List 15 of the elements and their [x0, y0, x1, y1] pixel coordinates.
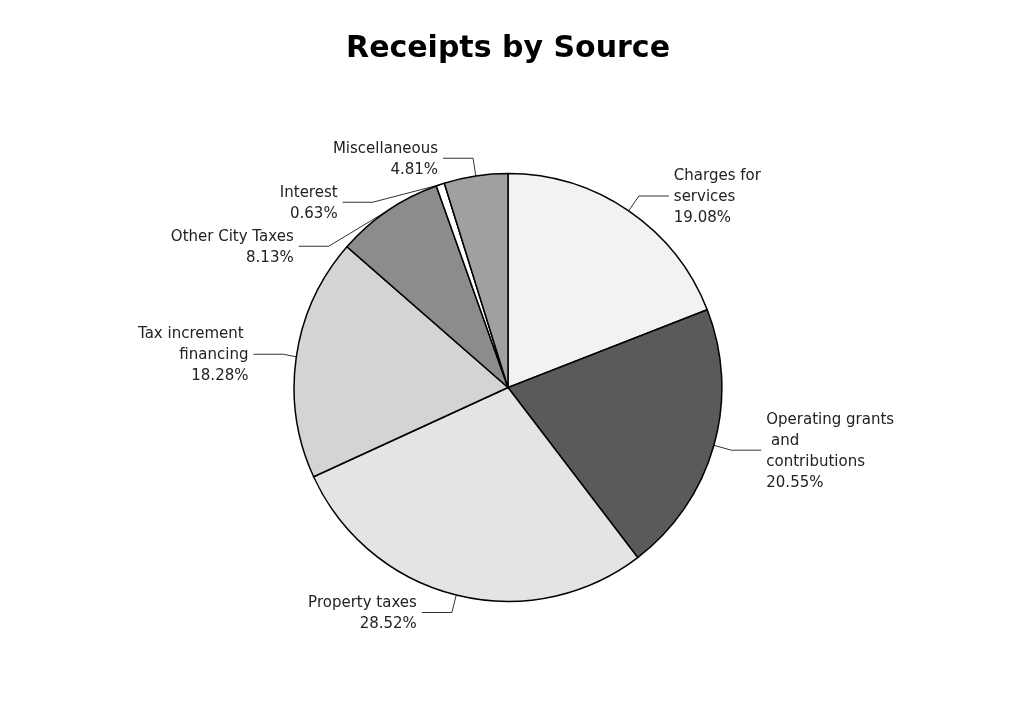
slice-label: Miscellaneous	[332, 138, 439, 157]
data-label: 20.55%	[766, 472, 824, 491]
chart-title: Receipts by Source	[346, 28, 670, 64]
data-label: 19.08%	[673, 208, 732, 227]
slice-label: Property taxes	[308, 593, 418, 612]
data-label: 8.13%	[246, 247, 294, 266]
data-label: 28.52%	[359, 614, 417, 633]
data-label: 0.63%	[289, 203, 338, 222]
slice-label: Other City Taxes	[170, 226, 294, 245]
slice-label: Operating grants and contributions	[766, 409, 895, 470]
slice-label: Tax increment financing	[136, 324, 249, 364]
data-label: 4.81%	[390, 159, 439, 178]
slice-label: Interest	[279, 182, 338, 201]
slice-label: Charges for services	[673, 166, 766, 206]
data-label: 18.28%	[191, 366, 249, 385]
